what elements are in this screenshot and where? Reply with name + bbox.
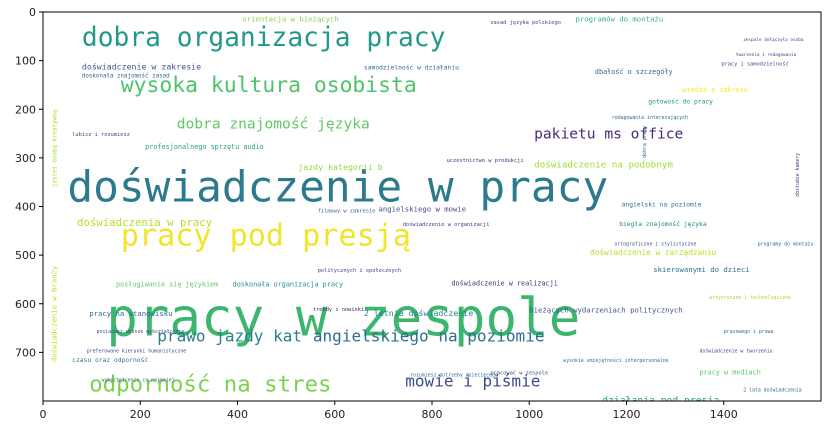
y-tick-label-6: 600 (15, 298, 36, 311)
word-29: bieżących wydarzeniach politycznych (529, 306, 682, 315)
word-30: 2 letnie doświadczenie (364, 308, 473, 318)
word-57: prasowego i prawa (724, 329, 774, 335)
word-58: dobra organizacja pracy (697, 399, 771, 405)
word-68: zespole dołączyła osoba (743, 37, 804, 43)
word-45: doświadczenie w organizacji (403, 221, 490, 228)
y-tick-label-2: 200 (15, 103, 36, 116)
word-6: prawo jazdy kat (157, 327, 302, 346)
x-tick-label-2: 400 (227, 408, 248, 421)
y-tick-label-1: 100 (15, 55, 36, 68)
word-10: dobra znajomość języka (177, 116, 370, 133)
word-59: 2 lata doświadczenia (743, 386, 802, 393)
word-50: doświadczenie w branży (50, 265, 59, 362)
word-33: wiedza z zakresu (682, 86, 747, 94)
word-53: preferowane kierunki humanistyczne (87, 348, 187, 354)
word-2: pracy pod presją (121, 218, 411, 253)
word-12: doświadczenie na podobnym (534, 160, 673, 171)
word-31: pracy na stanowisku (89, 309, 172, 318)
word-0: pracy w zespole (106, 287, 580, 348)
word-64: doświadczenie w tworzeniu (699, 347, 772, 354)
word-41: politycznych i społecznych (318, 268, 401, 274)
word-63: artystyczne i technologiczne (709, 295, 791, 301)
word-18: programów do montażu (575, 15, 663, 24)
word-44: lubisz i rozumiesz (72, 132, 130, 138)
word-22: angielskiego w mowie (379, 204, 467, 213)
word-19: samodzielność w działaniu (364, 63, 459, 71)
word-35: pracy i samodzielność (721, 60, 788, 67)
word-20: profesjonalnego sprzętu audio (145, 143, 264, 151)
word-48: uczestnictwo w produkcji (447, 158, 524, 164)
word-34: gotowość do pracy (648, 97, 713, 105)
y-axis: 0 100 200 300 400 500 600 700 (15, 6, 43, 359)
word-15: jazdy kategorii b (298, 162, 382, 172)
word-65: wysokie umiejętności interpersonalne (563, 357, 668, 364)
word-39: pracy w mediach (699, 368, 760, 376)
x-tick-label-3: 600 (324, 408, 345, 421)
word-7: angielskiego na poziomie (313, 327, 545, 346)
word-54: posiadasz wyższe wykształcenie (96, 329, 184, 335)
x-axis: 0 200 400 600 800 1000 1200 1400 (40, 401, 738, 421)
y-tick-label-5: 500 (15, 249, 36, 262)
x-tick-label-7: 1400 (710, 408, 738, 421)
word-46: pracować w zespole (490, 369, 548, 376)
y-tick-label-3: 300 (15, 152, 36, 165)
word-4: wysoka kultura osobista (121, 73, 417, 98)
x-tick-label-0: 0 (40, 408, 47, 421)
word-16: doświadczenie w zakresie (82, 61, 201, 71)
word-21: doskonała znajomość zasad (82, 73, 170, 80)
x-tick-label-5: 1000 (515, 408, 543, 421)
word-25: skierowanymi do dzieci (653, 265, 749, 274)
word-55: wykształcenie co najmniej (101, 378, 174, 384)
y-tick-label-7: 700 (15, 346, 36, 359)
word-43: czasu oraz odporność (72, 356, 148, 364)
word-27: posługiwanie się językiem (116, 281, 218, 289)
word-1: doświadczenie w pracy (67, 163, 608, 213)
word-40: filmowy w zakresie (318, 208, 376, 214)
word-51: dobrą pracy (642, 126, 648, 158)
word-26: doświadczenie w realizacji (451, 279, 557, 287)
word-17: orientacja w bieżących (242, 15, 338, 24)
words-layer: pracy w zespole doświadczenie w pracy prac… (50, 15, 814, 406)
word-62: redagowania interesujących (612, 115, 688, 121)
plot-background (43, 12, 821, 401)
word-42: trendy i nowinki (313, 307, 364, 313)
word-36: biegła znajomość języka (619, 220, 707, 228)
word-24: doświadczenie w zarządzaniu (590, 248, 716, 257)
word-3: dobra organizacja pracy (82, 23, 446, 53)
word-23: angielski na poziomie (622, 202, 702, 209)
word-49: jesteś osobą kreatywną (52, 109, 59, 187)
word-69: tworzenia i redagowania (736, 52, 797, 58)
word-61: zasad języka polskiego (490, 20, 561, 26)
word-9: pakietu ms office (534, 125, 683, 142)
x-tick-label-1: 200 (130, 408, 151, 421)
word-5: odporność na stres (89, 371, 331, 397)
y-tick-label-0: 0 (29, 6, 36, 19)
word-28: doskonała organizacja pracy (233, 281, 344, 289)
x-tick-label-6: 1200 (613, 408, 641, 421)
word-11: doświadczenia w pracy (77, 216, 213, 229)
word-52: obsłudze kamery (795, 153, 801, 197)
plot-area: pracy w zespole doświadczenie w pracy prac… (42, 11, 822, 406)
y-tick-label-4: 400 (15, 201, 36, 214)
word-32: dbałość o szczegóły (595, 68, 673, 76)
word-67: ortograficzne i stylistyczne (614, 241, 696, 247)
word-47: rozumiesz potrzeby dziecięcego (410, 373, 498, 379)
word-66: programy do montażu (758, 241, 814, 247)
x-tick-label-4: 800 (422, 408, 443, 421)
word-8: mowie i piśmie (405, 371, 540, 390)
word-13: działania pod presją (602, 395, 719, 406)
